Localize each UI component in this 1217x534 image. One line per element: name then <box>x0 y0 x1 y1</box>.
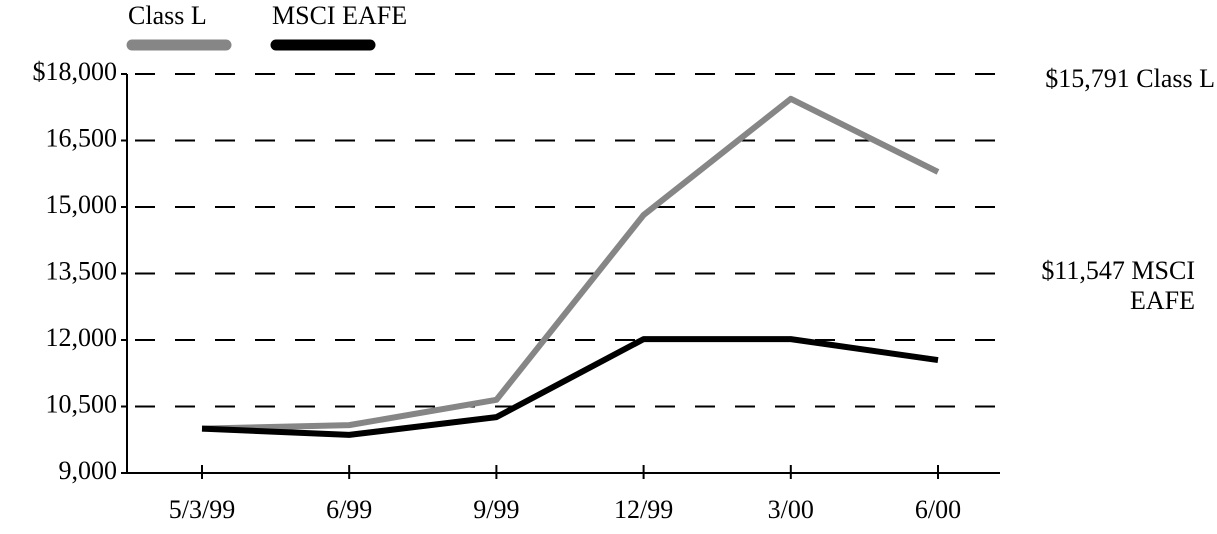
y-tick-label: 13,500 <box>46 256 118 285</box>
y-tick-label: 12,000 <box>46 323 118 352</box>
y-tick-label: 16,500 <box>46 123 118 152</box>
x-tick-label: 6/99 <box>326 495 372 524</box>
y-tick-label: 9,000 <box>59 456 118 485</box>
y-tick-label: $18,000 <box>33 57 118 86</box>
x-tick-label: 5/3/99 <box>169 495 235 524</box>
line-series <box>201 95 940 432</box>
legend-label: MSCI EAFE <box>272 1 407 30</box>
legend-label: Class L <box>128 1 207 30</box>
x-tick-label: 12/99 <box>614 495 673 524</box>
annotation: $15,791 Class L <box>1045 64 1215 93</box>
y-tick-label: 15,000 <box>46 190 118 219</box>
x-tick-label: 3/00 <box>768 495 814 524</box>
annotation: $11,547 MSCI EAFE <box>1041 256 1195 315</box>
line-series <box>201 336 939 438</box>
y-tick-label: 10,500 <box>46 389 118 418</box>
x-tick-label: 9/99 <box>473 495 519 524</box>
x-tick-label: 6/00 <box>915 495 961 524</box>
